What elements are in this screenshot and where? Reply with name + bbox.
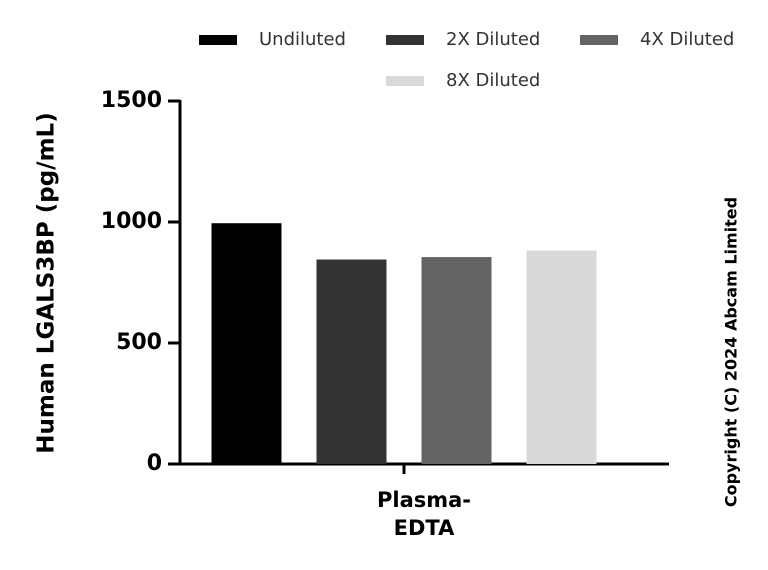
- legend-swatch: [386, 76, 424, 86]
- y-tick-label: 1500: [101, 88, 162, 113]
- bar: [421, 257, 492, 464]
- y-tick-label: 1000: [101, 209, 162, 234]
- bar: [526, 250, 597, 464]
- x-tick-label: Plasma-EDTA: [376, 488, 472, 540]
- y-tick-label: 0: [147, 451, 162, 476]
- legend-swatch: [386, 35, 424, 45]
- y-axis-label: Human LGALS3BP (pg/mL): [34, 112, 60, 453]
- copyright: Copyright (C) 2024 Abcam Limited: [722, 197, 741, 507]
- legend-swatch: [199, 35, 237, 45]
- bar: [211, 223, 282, 464]
- y-tick-label: 500: [116, 330, 162, 355]
- legend-swatch: [580, 35, 618, 45]
- legend-label: 4X Diluted: [640, 29, 734, 50]
- bar: [316, 259, 387, 464]
- legend-label: 2X Diluted: [446, 29, 540, 50]
- legend-label: 8X Diluted: [446, 70, 540, 91]
- legend-label: Undiluted: [259, 29, 346, 50]
